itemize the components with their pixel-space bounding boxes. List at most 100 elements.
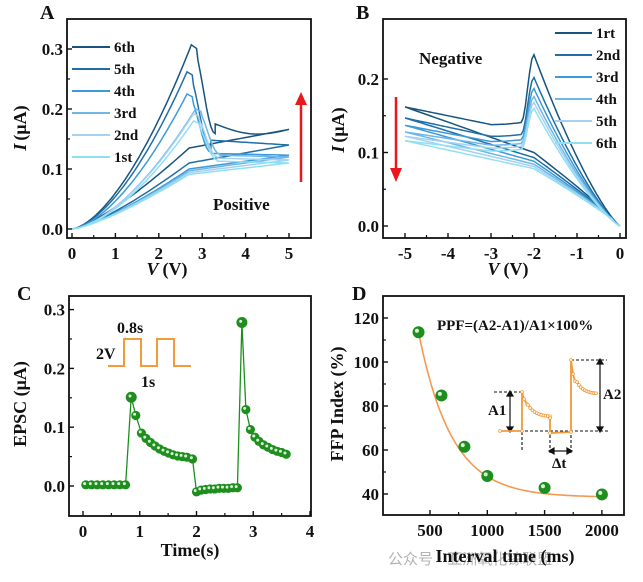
epsc-point-highlight (216, 485, 220, 489)
inset-trace-point (548, 416, 552, 420)
panel-d-ylabel: FFP Index (%) (327, 346, 348, 461)
y-tick-label: 80 (362, 397, 379, 416)
x-tick-label: 1 (136, 522, 145, 541)
inset-trace-point (520, 390, 524, 394)
a2-label: A2 (603, 387, 621, 403)
ppf-point-highlight (414, 328, 419, 333)
epsc-point-highlight (117, 482, 121, 486)
ppf-point (435, 389, 448, 402)
panel-a-xlabel: V (V) (146, 259, 187, 280)
epsc-point-highlight (274, 448, 278, 452)
fit-curve (417, 332, 602, 498)
delta-t-label: Δt (552, 456, 566, 472)
legend-label: 5th (114, 62, 135, 78)
x-tick-label: 3 (249, 522, 258, 541)
x-tick-label: -1 (570, 244, 584, 263)
epsc-point-highlight (100, 482, 104, 486)
epsc-point-highlight (94, 482, 98, 486)
iv-curve-6th (404, 107, 621, 227)
inset-trace-point (498, 429, 502, 433)
epsc-point-highlight (128, 394, 132, 398)
epsc-point-highlight (230, 485, 234, 489)
panel-b-curves (404, 52, 621, 227)
x-tick-label: -2 (527, 244, 541, 263)
epsc-point-highlight (156, 446, 160, 450)
panel-c-ticks: 0 1 2 3 4 0.0 0.1 0.2 0.3 (44, 301, 315, 541)
inset-trace-point (522, 397, 526, 401)
legend-label: 1rt (596, 26, 615, 42)
epsc-point-highlight (269, 446, 273, 450)
y-tick-label: 0.0 (44, 477, 65, 496)
iv-curve-2nd (71, 112, 290, 230)
inset-trace-point (571, 372, 575, 376)
x-tick-label: -5 (398, 244, 412, 263)
ppf-point (595, 488, 608, 501)
epsc-point-highlight (225, 485, 229, 489)
y-tick-label: 100 (354, 353, 380, 372)
epsc-point-highlight (83, 482, 87, 486)
panel-a: A 0 1 2 3 4 50.00.10.20.3 6th5th4th3rd2nd1st … (10, 2, 312, 280)
pulse-width-label: 0.8s (117, 320, 143, 337)
red-up-arrow-icon (295, 92, 307, 182)
epsc-point-highlight (147, 439, 151, 443)
legend-label: 1st (114, 150, 132, 166)
epsc-point-highlight (260, 442, 264, 446)
inset-trace-point (577, 383, 581, 387)
panel-c: C 0 1 2 3 4 0.0 0.1 0.2 0.3 0.8s 2V 1s Time(s) E… (10, 283, 315, 561)
epsc-point-highlight (243, 406, 247, 410)
ppf-point (538, 481, 551, 494)
epsc-point-highlight (265, 444, 269, 448)
ppf-point-highlight (541, 484, 545, 489)
ppf-point (412, 326, 425, 339)
x-tick-label: 3 (198, 244, 207, 263)
ppf-point (458, 440, 471, 453)
panel-c-data (81, 317, 291, 497)
panel-a-label: A (40, 2, 55, 24)
y-tick-label: 0.2 (42, 100, 63, 119)
y-tick-label: 0.2 (358, 70, 379, 89)
epsc-point (236, 317, 248, 329)
epsc-point (131, 410, 141, 421)
panel-c-xlabel: Time(s) (161, 540, 220, 561)
legend-label: 2nd (596, 48, 621, 64)
panel-a-legend: 6th 5th 4th 3rd 2nd 1st (72, 40, 139, 166)
watermark: 公众号 · 亚洲氧化镓联盟 (388, 550, 552, 568)
epsc-point-highlight (105, 482, 109, 486)
legend-label: 2nd (114, 128, 139, 144)
ppf-point-highlight (437, 391, 442, 396)
epsc-point-highlight (247, 426, 251, 430)
inset-trace-point (548, 431, 552, 435)
y-tick-label: 0.0 (42, 220, 63, 239)
panel-d-xlabel: Interval time (ms) (436, 546, 575, 567)
y-tick-label: 0.1 (44, 418, 65, 437)
inset-epsc-trace (498, 358, 598, 435)
legend-label: 6th (114, 40, 135, 56)
inset-trace-line (500, 359, 597, 434)
epsc-point-highlight (234, 485, 238, 489)
epsc-point (125, 391, 137, 403)
panel-b-ticks: -5 -4 -3 -2 -1 0 0.0 0.1 0.2 (358, 70, 625, 263)
panel-a-ticks: 0 1 2 3 4 5 0.0 0.1 0.2 0.3 (42, 40, 294, 263)
x-tick-label: 2 (192, 522, 201, 541)
epsc-line (85, 322, 287, 493)
panel-b-xlabel: V (V) (487, 259, 528, 280)
epsc-point-highlight (193, 489, 197, 493)
epsc-point-highlight (202, 486, 206, 490)
y-tick-label: 0.3 (44, 301, 65, 320)
epsc-point-highlight (256, 438, 260, 442)
y-tick-label: 0.2 (44, 359, 65, 378)
x-tick-label: 2 (155, 244, 164, 263)
y-tick-label: 0.1 (358, 144, 379, 163)
epsc-point (232, 483, 242, 493)
inset-trace-point (569, 358, 573, 362)
epsc-point-highlight (221, 485, 225, 489)
panel-c-label: C (17, 283, 31, 305)
epsc-point-highlight (88, 482, 92, 486)
epsc-point-highlight (165, 450, 169, 454)
epsc-point-highlight (133, 412, 137, 416)
ppf-point-highlight (598, 490, 603, 495)
epsc-point-highlight (189, 456, 193, 460)
epsc-point-highlight (278, 449, 282, 453)
x-tick-label: 2000 (585, 521, 619, 540)
